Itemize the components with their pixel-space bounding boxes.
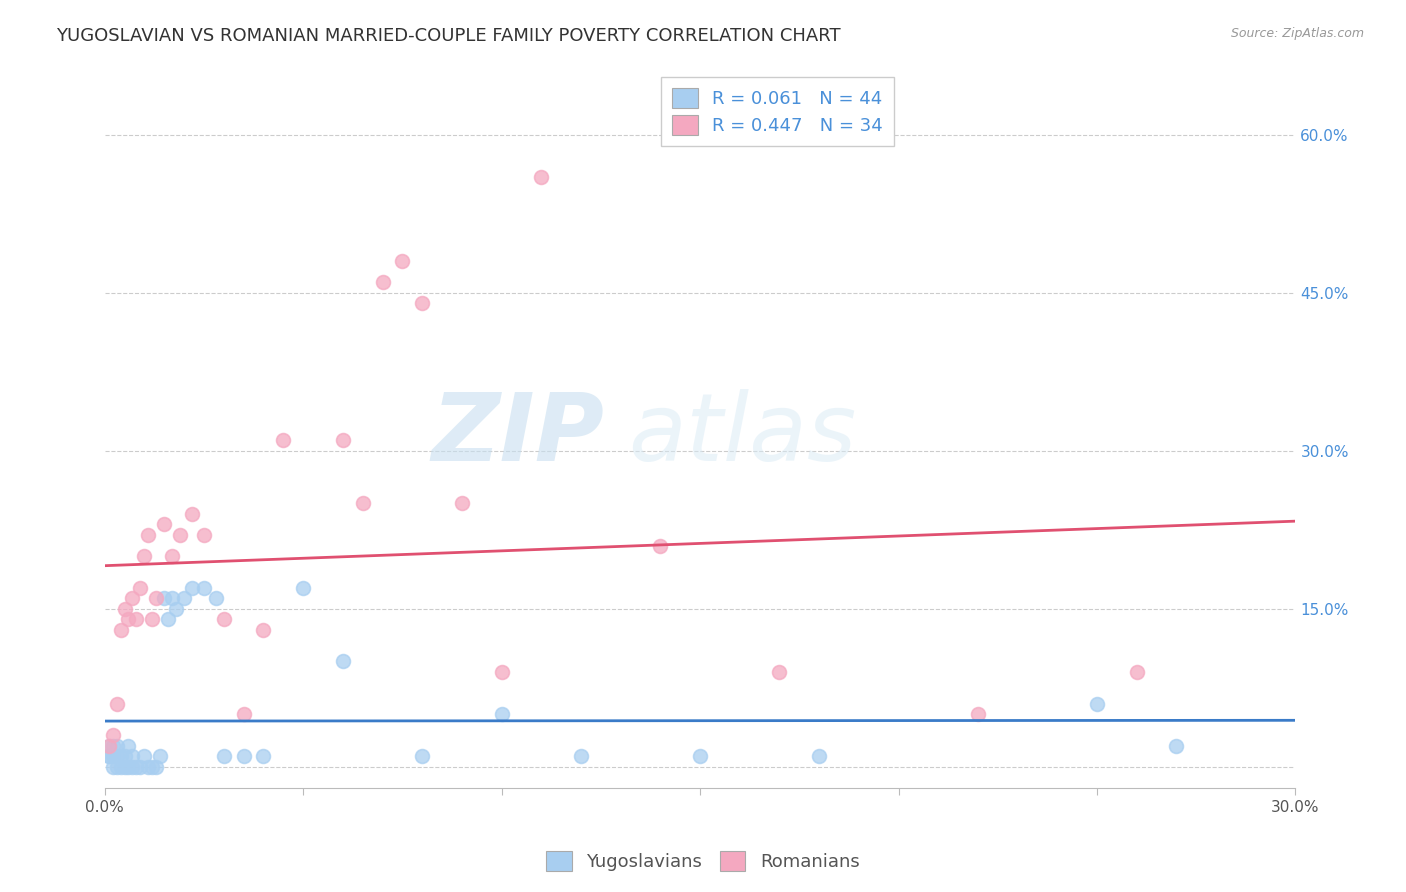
Point <box>110 760 132 774</box>
Point <box>114 601 136 615</box>
Point <box>193 528 215 542</box>
Point <box>149 749 172 764</box>
Point <box>121 760 143 774</box>
Point <box>145 760 167 774</box>
Point <box>134 749 156 764</box>
Point <box>145 591 167 606</box>
Point <box>1085 697 1108 711</box>
Point <box>808 749 831 764</box>
Point <box>117 739 139 753</box>
Point <box>125 612 148 626</box>
Point <box>650 539 672 553</box>
Point <box>271 434 294 448</box>
Point <box>117 612 139 626</box>
Point <box>121 591 143 606</box>
Point <box>160 591 183 606</box>
Legend: Yugoslavians, Romanians: Yugoslavians, Romanians <box>540 844 866 879</box>
Point <box>157 612 180 626</box>
Text: atlas: atlas <box>628 390 856 481</box>
Point <box>101 760 124 774</box>
Legend: R = 0.061   N = 44, R = 0.447   N = 34: R = 0.061 N = 44, R = 0.447 N = 34 <box>661 77 894 145</box>
Point <box>332 434 354 448</box>
Point <box>125 760 148 774</box>
Point <box>181 581 204 595</box>
Point <box>689 749 711 764</box>
Point <box>165 601 187 615</box>
Point <box>105 760 128 774</box>
Point <box>138 528 160 542</box>
Point <box>292 581 315 595</box>
Point <box>232 706 254 721</box>
Point <box>411 749 433 764</box>
Point <box>232 749 254 764</box>
Point <box>181 507 204 521</box>
Point <box>101 739 124 753</box>
Point <box>114 749 136 764</box>
Point <box>530 169 553 184</box>
Point <box>141 612 163 626</box>
Text: YUGOSLAVIAN VS ROMANIAN MARRIED-COUPLE FAMILY POVERTY CORRELATION CHART: YUGOSLAVIAN VS ROMANIAN MARRIED-COUPLE F… <box>56 27 841 45</box>
Point <box>129 760 152 774</box>
Point <box>1125 665 1147 679</box>
Point <box>105 697 128 711</box>
Point <box>212 612 235 626</box>
Point <box>252 623 274 637</box>
Point <box>451 496 474 510</box>
Point <box>153 591 176 606</box>
Point <box>173 591 195 606</box>
Point <box>101 728 124 742</box>
Point <box>110 749 132 764</box>
Point <box>1166 739 1188 753</box>
Point <box>129 581 152 595</box>
Text: Source: ZipAtlas.com: Source: ZipAtlas.com <box>1230 27 1364 40</box>
Point <box>97 739 120 753</box>
Point <box>153 517 176 532</box>
Point <box>371 275 394 289</box>
Point <box>138 760 160 774</box>
Point <box>212 749 235 764</box>
Point <box>110 623 132 637</box>
Point <box>491 665 513 679</box>
Point <box>114 760 136 774</box>
Point <box>391 254 413 268</box>
Point <box>121 749 143 764</box>
Point <box>117 760 139 774</box>
Point <box>141 760 163 774</box>
Point <box>105 749 128 764</box>
Point <box>101 749 124 764</box>
Point <box>169 528 191 542</box>
Point <box>352 496 374 510</box>
Point <box>491 706 513 721</box>
Point <box>97 749 120 764</box>
Point <box>134 549 156 563</box>
Point <box>193 581 215 595</box>
Point <box>768 665 790 679</box>
Point <box>97 749 120 764</box>
Point <box>569 749 592 764</box>
Point <box>411 296 433 310</box>
Point <box>97 739 120 753</box>
Point <box>252 749 274 764</box>
Text: ZIP: ZIP <box>432 389 605 481</box>
Point <box>160 549 183 563</box>
Point <box>967 706 990 721</box>
Point <box>332 654 354 668</box>
Point <box>204 591 226 606</box>
Point <box>105 739 128 753</box>
